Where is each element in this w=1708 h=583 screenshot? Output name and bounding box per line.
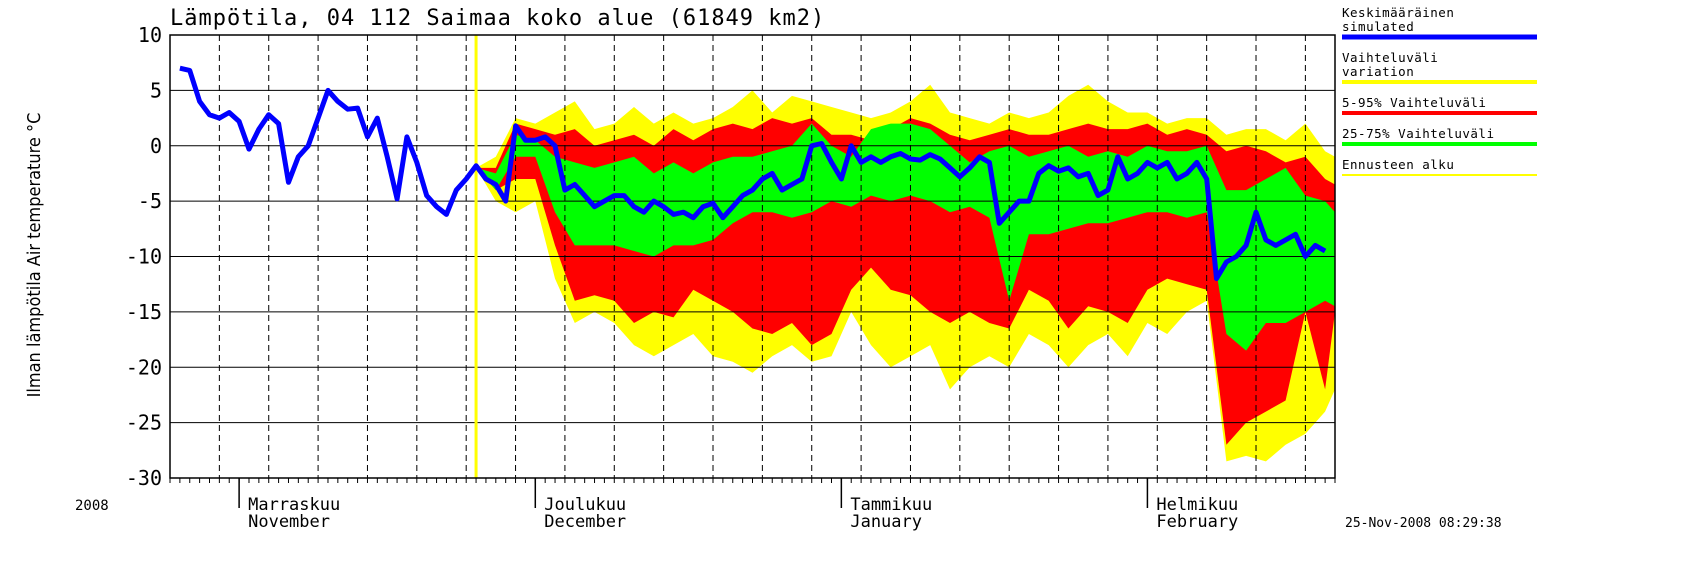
band-area bbox=[476, 123, 1336, 351]
legend-label: Vaihteluväli variation bbox=[1342, 50, 1439, 79]
legend-label: Ennusteen alku bbox=[1342, 157, 1455, 172]
plot-area bbox=[169, 34, 1336, 508]
series-line bbox=[179, 65, 1327, 282]
x-tick-label: Tammikuu January bbox=[850, 495, 933, 532]
year-label: 2008 bbox=[75, 498, 109, 514]
y-tick-label: 0 bbox=[150, 134, 162, 158]
y-tick-label: -10 bbox=[126, 245, 162, 269]
y-tick-label: 5 bbox=[150, 78, 162, 102]
legend-label: Keskimääräinen simulated bbox=[1342, 5, 1455, 34]
x-tick-label: Joulukuu December bbox=[544, 495, 627, 532]
x-tick-label: Marraskuu November bbox=[248, 495, 341, 532]
legend-label: 25-75% Vaihteluväli bbox=[1342, 126, 1495, 141]
x-tick-label: Helmikuu February bbox=[1156, 495, 1239, 532]
chart-title: Lämpötila, 04 112 Saimaa koko alue (6184… bbox=[170, 6, 825, 31]
y-tick-label: 10 bbox=[138, 23, 162, 47]
y-tick-label: -5 bbox=[138, 189, 162, 213]
y-tick-label: -15 bbox=[126, 300, 162, 324]
y-axis-label: Ilman lämpötila Air temperature °C bbox=[24, 113, 45, 398]
y-tick-label: -30 bbox=[126, 466, 162, 490]
legend-label: 5-95% Vaihteluväli bbox=[1342, 95, 1487, 110]
timestamp: 25-Nov-2008 08:29:38 bbox=[1345, 516, 1502, 531]
y-tick-label: -25 bbox=[126, 411, 162, 435]
y-tick-label: -20 bbox=[126, 355, 162, 379]
